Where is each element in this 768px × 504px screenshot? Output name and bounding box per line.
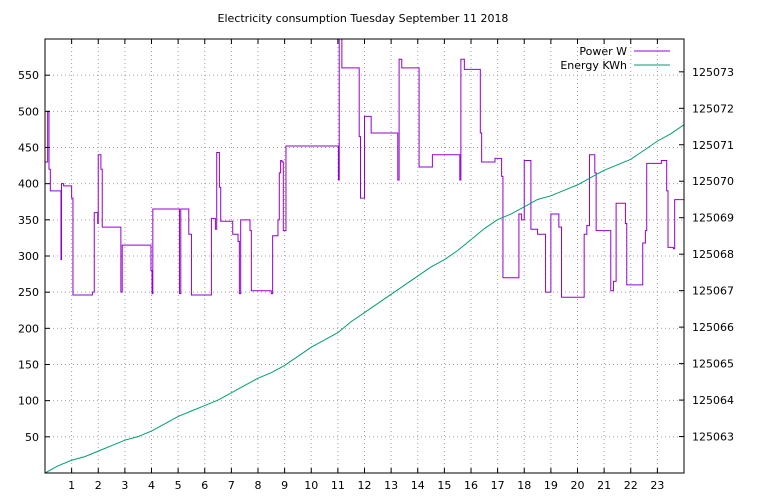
y-left-tick-label: 50 [25,431,39,444]
axes: 1 2 3 4 5 6 7 8 9 10 11 12 13 14 15 16 17 18 19 20 21 22 23501… [18,39,734,492]
series-layer [44,38,685,474]
x-tick-label: 15 [437,479,451,492]
x-tick-label: 3 [121,479,128,492]
y-right-tick-label: 125069 [692,212,734,225]
y-left-tick-label: 450 [18,142,39,155]
x-tick-label: 22 [624,479,638,492]
x-tick-label: 16 [464,479,478,492]
legend: Power W Energy KWh [560,45,670,72]
legend-label-energy: Energy KWh [560,59,627,72]
x-tick-label: 11 [331,479,345,492]
x-tick-label: 13 [384,479,398,492]
y-right-tick-label: 125064 [692,394,734,407]
y-left-tick-label: 350 [18,214,39,227]
x-tick-label: 23 [650,479,664,492]
y-right-tick-label: 125065 [692,358,734,371]
series-line-power-w [45,38,684,298]
y-right-tick-label: 125072 [692,102,734,115]
y-left-tick-label: 400 [18,178,39,191]
y-left-tick-label: 150 [18,359,39,372]
x-tick-label: 14 [411,479,425,492]
x-tick-label: 4 [148,479,155,492]
x-tick-label: 9 [281,479,288,492]
legend-label-power: Power W [579,45,627,58]
x-tick-label: 17 [491,479,505,492]
x-tick-label: 1 [68,479,75,492]
x-tick-label: 12 [358,479,372,492]
x-tick-label: 21 [597,479,611,492]
x-tick-label: 6 [201,479,208,492]
x-tick-label: 8 [255,479,262,492]
y-left-tick-label: 200 [18,322,39,335]
x-tick-label: 20 [571,479,585,492]
y-left-tick-label: 500 [18,105,39,118]
x-tick-label: 7 [228,479,235,492]
y-right-tick-label: 125067 [692,285,734,298]
y-right-tick-label: 125073 [692,66,734,79]
y-right-tick-label: 125070 [692,175,734,188]
y-left-tick-label: 250 [18,286,39,299]
chart-title: Electricity consumption Tuesday Septembe… [218,12,509,25]
x-tick-label: 2 [95,479,102,492]
x-tick-label: 18 [517,479,531,492]
y-left-tick-label: 100 [18,395,39,408]
series-line-energy-kwh [44,124,685,474]
y-right-tick-label: 125068 [692,248,734,261]
x-tick-label: 5 [175,479,182,492]
x-tick-label: 10 [304,479,318,492]
x-tick-label: 19 [544,479,558,492]
y-right-tick-label: 125066 [692,321,734,334]
grid [45,39,684,473]
y-left-tick-label: 300 [18,250,39,263]
y-left-tick-label: 550 [18,69,39,82]
y-right-tick-label: 125071 [692,139,734,152]
y-right-tick-label: 125063 [692,431,734,444]
